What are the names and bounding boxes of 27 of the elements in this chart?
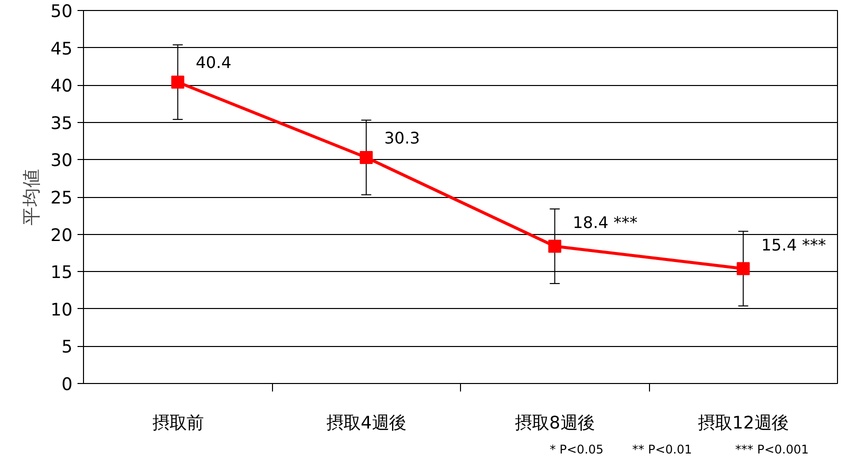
point bbox=[171, 76, 184, 89]
text: * P<0.05 bbox=[550, 442, 604, 456]
x-tick-label: 摂取12週後 bbox=[698, 414, 788, 434]
text: *** P<0.001 bbox=[735, 442, 809, 456]
point bbox=[548, 240, 562, 253]
point bbox=[360, 150, 373, 164]
y-tick-label: 45 bbox=[50, 39, 73, 60]
y-tick-label: 30 bbox=[50, 151, 73, 172]
text: ** P<0.01 bbox=[632, 442, 692, 456]
text: 40.4 bbox=[196, 53, 232, 72]
y-tick-label: 35 bbox=[50, 114, 73, 134]
y-axis-title: 平均値 bbox=[21, 168, 42, 226]
text: 30.3 bbox=[384, 128, 420, 148]
y-tick-label: 40 bbox=[50, 76, 73, 97]
y-tick-label: 15 bbox=[50, 263, 73, 284]
y-tick-label: 25 bbox=[50, 188, 73, 208]
x-tick-label: 摂取4週後 bbox=[326, 414, 406, 434]
point bbox=[736, 262, 750, 276]
y-tick-label: 10 bbox=[50, 300, 73, 320]
y-tick-label: 0 bbox=[61, 375, 73, 395]
y-tick-label: 5 bbox=[61, 338, 73, 358]
y-tick-label: 20 bbox=[50, 226, 73, 246]
text: 18.4 *** bbox=[572, 213, 638, 232]
y-tick-label: 50 bbox=[50, 2, 73, 22]
text: 15.4 *** bbox=[761, 236, 826, 255]
x-tick-label: 摂取前 bbox=[152, 414, 204, 434]
x-tick-label: 摂取8週後 bbox=[515, 414, 594, 434]
